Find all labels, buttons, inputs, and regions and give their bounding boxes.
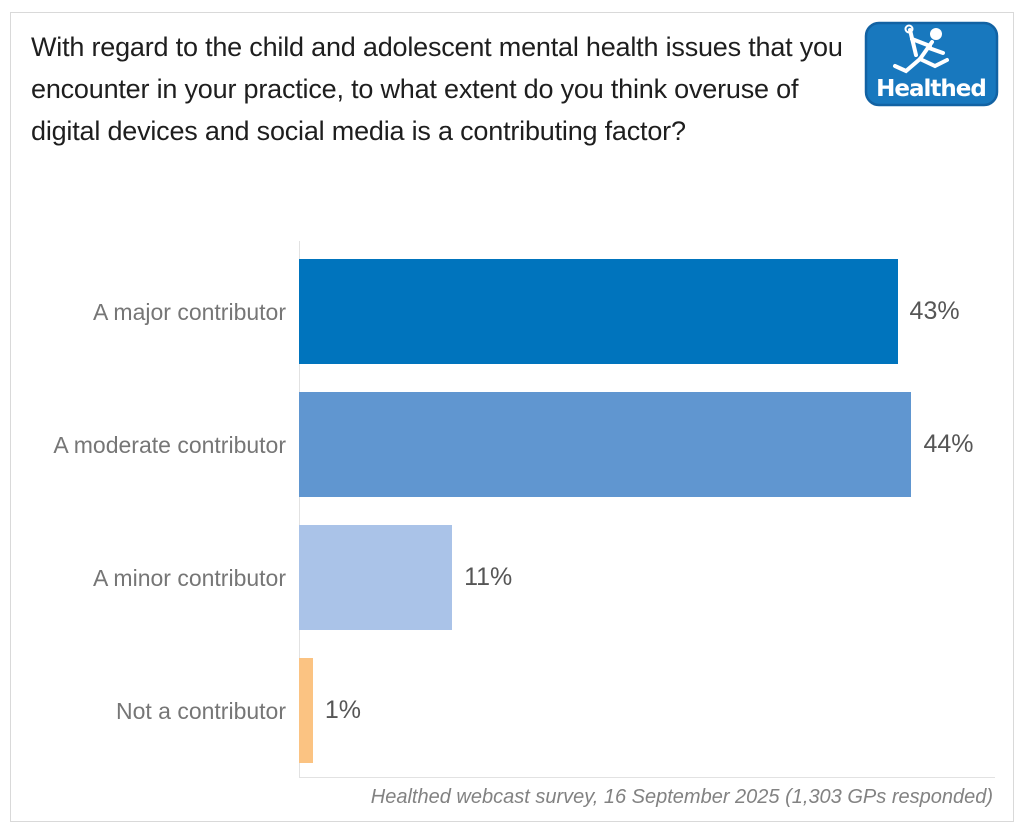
category-label: A minor contributor (92, 564, 286, 591)
bar-major (299, 259, 898, 364)
chart-title: With regard to the child and adolescent … (31, 32, 843, 146)
source-caption: Healthed webcast survey, 16 September 20… (370, 786, 993, 808)
hermes-runner-icon: Healthed (864, 21, 999, 107)
bar-not (299, 658, 313, 763)
bar-row-minor: A minor contributor 11% (31, 525, 995, 630)
report-card: With regard to the child and adolescent … (10, 12, 1014, 822)
bar-rows: A major contributor 43% A moderate contr… (31, 259, 995, 763)
bar-row-moderate: A moderate contributor 44% (31, 392, 995, 497)
category-label: A moderate contributor (53, 431, 286, 458)
bar-row-not: Not a contributor 1% (31, 658, 995, 763)
y-axis-line (299, 241, 300, 778)
bar-moderate (299, 392, 912, 497)
category-label: A major contributor (92, 298, 286, 325)
bar-row-major: A major contributor 43% (31, 259, 995, 364)
healthed-logo: Healthed (864, 21, 999, 107)
value-label: 43% (909, 297, 960, 325)
value-label: 1% (324, 696, 362, 724)
logo-wordmark: Healthed (876, 76, 986, 102)
bar-chart: A major contributor 43% A moderate contr… (31, 241, 995, 778)
x-axis-line (299, 777, 995, 778)
bar-minor (299, 525, 453, 630)
category-label: Not a contributor (115, 697, 286, 724)
value-label: 44% (923, 430, 974, 458)
value-label: 11% (464, 563, 513, 591)
